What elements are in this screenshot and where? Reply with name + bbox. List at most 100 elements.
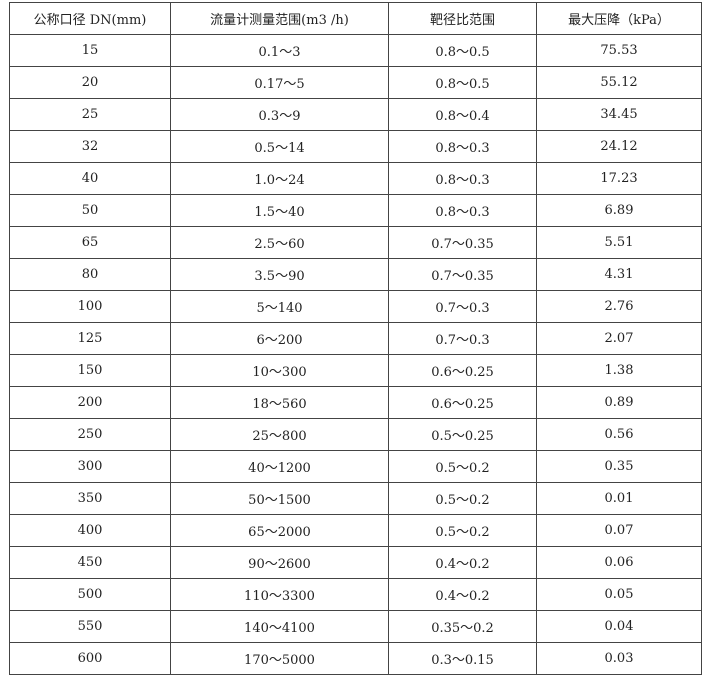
cell-target-ratio: 0.5～0.2 bbox=[388, 482, 537, 515]
table-row: 125 6～200 0.7～0.3 2.07 bbox=[9, 322, 702, 355]
header-target-ratio: 靶径比范围 bbox=[388, 2, 537, 35]
cell-flow-range: 140～4100 bbox=[170, 610, 389, 643]
cell-flow-range: 6～200 bbox=[170, 322, 389, 355]
cell-target-ratio: 0.6～0.25 bbox=[388, 354, 537, 387]
table-row: 150 10～300 0.6～0.25 1.38 bbox=[9, 354, 702, 387]
cell-flow-range: 90～2600 bbox=[170, 546, 389, 579]
cell-flow-range: 2.5～60 bbox=[170, 226, 389, 259]
cell-nominal-diameter: 450 bbox=[9, 546, 171, 579]
cell-flow-range: 50～1500 bbox=[170, 482, 389, 515]
cell-target-ratio: 0.7～0.35 bbox=[388, 226, 537, 259]
cell-flow-range: 0.1～3 bbox=[170, 34, 389, 67]
cell-target-ratio: 0.8～0.3 bbox=[388, 194, 537, 227]
table-row: 250 25～800 0.5～0.25 0.56 bbox=[9, 418, 702, 451]
cell-nominal-diameter: 125 bbox=[9, 322, 171, 355]
table-row: 500 110～3300 0.4～0.2 0.05 bbox=[9, 578, 702, 611]
cell-flow-range: 65～2000 bbox=[170, 514, 389, 547]
cell-flow-range: 110～3300 bbox=[170, 578, 389, 611]
cell-max-pressure-drop: 0.07 bbox=[536, 514, 702, 547]
cell-max-pressure-drop: 0.35 bbox=[536, 450, 702, 483]
cell-nominal-diameter: 600 bbox=[9, 642, 171, 675]
cell-target-ratio: 0.8～0.3 bbox=[388, 162, 537, 195]
cell-target-ratio: 0.7～0.3 bbox=[388, 290, 537, 323]
cell-max-pressure-drop: 2.76 bbox=[536, 290, 702, 323]
cell-target-ratio: 0.6～0.25 bbox=[388, 386, 537, 419]
cell-nominal-diameter: 100 bbox=[9, 290, 171, 323]
cell-flow-range: 25～800 bbox=[170, 418, 389, 451]
table-row: 50 1.5～40 0.8～0.3 6.89 bbox=[9, 194, 702, 227]
cell-target-ratio: 0.8～0.3 bbox=[388, 130, 537, 163]
cell-max-pressure-drop: 24.12 bbox=[536, 130, 702, 163]
table-row: 100 5～140 0.7～0.3 2.76 bbox=[9, 290, 702, 323]
cell-flow-range: 40～1200 bbox=[170, 450, 389, 483]
table-row: 25 0.3～9 0.8～0.4 34.45 bbox=[9, 98, 702, 131]
cell-nominal-diameter: 500 bbox=[9, 578, 171, 611]
cell-target-ratio: 0.8～0.5 bbox=[388, 34, 537, 67]
cell-flow-range: 0.5～14 bbox=[170, 130, 389, 163]
spec-table: 公称口径 DN(mm) 流量计测量范围(m3 /h) 靶径比范围 最大压降（kPa） … bbox=[9, 2, 702, 675]
cell-target-ratio: 0.7～0.3 bbox=[388, 322, 537, 355]
cell-nominal-diameter: 400 bbox=[9, 514, 171, 547]
table-row: 40 1.0～24 0.8～0.3 17.23 bbox=[9, 162, 702, 195]
cell-flow-range: 0.17～5 bbox=[170, 66, 389, 99]
table-row: 20 0.17～5 0.8～0.5 55.12 bbox=[9, 66, 702, 99]
cell-flow-range: 3.5～90 bbox=[170, 258, 389, 291]
cell-nominal-diameter: 32 bbox=[9, 130, 171, 163]
cell-target-ratio: 0.5～0.2 bbox=[388, 514, 537, 547]
table-row: 300 40～1200 0.5～0.2 0.35 bbox=[9, 450, 702, 483]
cell-max-pressure-drop: 0.06 bbox=[536, 546, 702, 579]
header-nominal-diameter: 公称口径 DN(mm) bbox=[9, 2, 171, 35]
cell-target-ratio: 0.4～0.2 bbox=[388, 546, 537, 579]
table-row: 15 0.1～3 0.8～0.5 75.53 bbox=[9, 34, 702, 67]
cell-flow-range: 170～5000 bbox=[170, 642, 389, 675]
cell-target-ratio: 0.35～0.2 bbox=[388, 610, 537, 643]
cell-target-ratio: 0.5～0.25 bbox=[388, 418, 537, 451]
cell-max-pressure-drop: 0.89 bbox=[536, 386, 702, 419]
cell-max-pressure-drop: 0.04 bbox=[536, 610, 702, 643]
table-row: 200 18～560 0.6～0.25 0.89 bbox=[9, 386, 702, 419]
header-row: 公称口径 DN(mm) 流量计测量范围(m3 /h) 靶径比范围 最大压降（kPa） bbox=[9, 2, 702, 35]
cell-target-ratio: 0.7～0.35 bbox=[388, 258, 537, 291]
cell-max-pressure-drop: 2.07 bbox=[536, 322, 702, 355]
cell-max-pressure-drop: 0.03 bbox=[536, 642, 702, 675]
cell-flow-range: 5～140 bbox=[170, 290, 389, 323]
cell-flow-range: 1.0～24 bbox=[170, 162, 389, 195]
cell-max-pressure-drop: 55.12 bbox=[536, 66, 702, 99]
cell-max-pressure-drop: 1.38 bbox=[536, 354, 702, 387]
cell-target-ratio: 0.3～0.15 bbox=[388, 642, 537, 675]
table-row: 350 50～1500 0.5～0.2 0.01 bbox=[9, 482, 702, 515]
cell-flow-range: 10～300 bbox=[170, 354, 389, 387]
cell-max-pressure-drop: 17.23 bbox=[536, 162, 702, 195]
cell-max-pressure-drop: 6.89 bbox=[536, 194, 702, 227]
cell-nominal-diameter: 250 bbox=[9, 418, 171, 451]
cell-max-pressure-drop: 0.05 bbox=[536, 578, 702, 611]
table-row: 400 65～2000 0.5～0.2 0.07 bbox=[9, 514, 702, 547]
cell-nominal-diameter: 550 bbox=[9, 610, 171, 643]
cell-target-ratio: 0.8～0.4 bbox=[388, 98, 537, 131]
header-flow-range: 流量计测量范围(m3 /h) bbox=[170, 2, 389, 35]
cell-max-pressure-drop: 75.53 bbox=[536, 34, 702, 67]
cell-nominal-diameter: 25 bbox=[9, 98, 171, 131]
cell-target-ratio: 0.8～0.5 bbox=[388, 66, 537, 99]
cell-nominal-diameter: 20 bbox=[9, 66, 171, 99]
cell-max-pressure-drop: 34.45 bbox=[536, 98, 702, 131]
cell-flow-range: 1.5～40 bbox=[170, 194, 389, 227]
cell-flow-range: 18～560 bbox=[170, 386, 389, 419]
table-row: 600 170～5000 0.3～0.15 0.03 bbox=[9, 642, 702, 675]
cell-max-pressure-drop: 5.51 bbox=[536, 226, 702, 259]
cell-nominal-diameter: 350 bbox=[9, 482, 171, 515]
cell-nominal-diameter: 40 bbox=[9, 162, 171, 195]
cell-flow-range: 0.3～9 bbox=[170, 98, 389, 131]
cell-nominal-diameter: 200 bbox=[9, 386, 171, 419]
table-row: 65 2.5～60 0.7～0.35 5.51 bbox=[9, 226, 702, 259]
table-row: 550 140～4100 0.35～0.2 0.04 bbox=[9, 610, 702, 643]
cell-max-pressure-drop: 0.01 bbox=[536, 482, 702, 515]
cell-nominal-diameter: 150 bbox=[9, 354, 171, 387]
cell-nominal-diameter: 80 bbox=[9, 258, 171, 291]
cell-max-pressure-drop: 0.56 bbox=[536, 418, 702, 451]
cell-nominal-diameter: 50 bbox=[9, 194, 171, 227]
table-row: 32 0.5～14 0.8～0.3 24.12 bbox=[9, 130, 702, 163]
cell-max-pressure-drop: 4.31 bbox=[536, 258, 702, 291]
table-row: 450 90～2600 0.4～0.2 0.06 bbox=[9, 546, 702, 579]
cell-nominal-diameter: 65 bbox=[9, 226, 171, 259]
